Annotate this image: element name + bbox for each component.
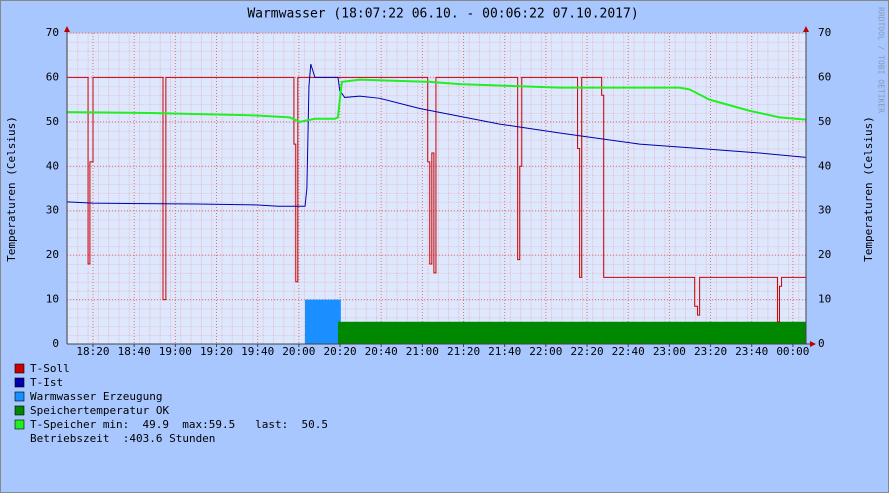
legend-label: Warmwasser Erzeugung — [30, 390, 162, 403]
legend-swatch — [14, 405, 25, 416]
y-tick-label: 50 — [46, 115, 59, 128]
x-tick-label: 22:20 — [570, 345, 603, 358]
y2-tick-label: 10 — [818, 293, 831, 306]
x-tick-label: 22:00 — [529, 345, 562, 358]
x-tick-label: 18:20 — [76, 345, 109, 358]
y-tick-label: 30 — [46, 204, 59, 217]
x-tick-label: 18:40 — [118, 345, 151, 358]
y-tick-label: 70 — [46, 26, 59, 39]
y-tick-label: 20 — [46, 248, 59, 261]
minor-grid — [67, 33, 806, 344]
x-tick-label: 21:20 — [447, 345, 480, 358]
y2-tick-label: 0 — [818, 337, 825, 350]
chart-title: Warmwasser (18:07:22 06.10. - 00:06:22 0… — [247, 7, 638, 22]
area — [337, 321, 807, 344]
legend-swatch — [14, 419, 25, 430]
y2-axis-label: Temperaturen (Celsius) — [862, 116, 875, 262]
line — [67, 63, 807, 207]
axes: 0 0 10 10 20 20 30 30 40 40 50 50 60 60 70 70 18:20 18:40… — [46, 26, 831, 358]
watermark: RRDTOOL / TOBI OETIKER — [877, 7, 886, 113]
legend-swatch — [14, 363, 25, 374]
line — [67, 76, 807, 323]
y-tick-label: 60 — [46, 70, 59, 83]
x-tick-label: 22:40 — [612, 345, 645, 358]
x-tick-label: 20:40 — [365, 345, 398, 358]
legend-swatch — [14, 391, 25, 402]
y2-tick-label: 30 — [818, 204, 831, 217]
legend-label: T-Soll — [30, 362, 70, 375]
marks — [67, 63, 807, 344]
x-tick-label: 21:00 — [406, 345, 439, 358]
y2-tick-label: 50 — [818, 115, 831, 128]
y-tick-label: 0 — [52, 337, 59, 350]
area — [305, 299, 341, 344]
y2-tick-label: 20 — [818, 248, 831, 261]
x-tick-label: 19:20 — [200, 345, 233, 358]
x-tick-label: 19:00 — [159, 345, 192, 358]
y2-tick-label: 60 — [818, 70, 831, 83]
y2-tick-label: 70 — [818, 26, 831, 39]
legend-swatch — [14, 377, 25, 388]
x-tick-label: 19:40 — [241, 345, 274, 358]
legend-stats: min: 49.9 max:59.5 last: 50.5 — [103, 418, 328, 431]
line — [67, 78, 807, 123]
x-tick-label: 23:20 — [694, 345, 727, 358]
y2-tick-label: 40 — [818, 159, 831, 172]
legend-label: T-Ist — [30, 376, 63, 389]
y-tick-label: 10 — [46, 293, 59, 306]
x-tick-label: 00:00 — [776, 345, 809, 358]
x-tick-label: 23:40 — [735, 345, 768, 358]
y-axis-label: Temperaturen (Celsius) — [5, 116, 18, 262]
legend-label: T-Speicher — [30, 418, 97, 431]
x-tick-label: 23:00 — [653, 345, 686, 358]
x-tick-label: 21:40 — [488, 345, 521, 358]
footer: Betriebszeit :403.6 Stunden — [30, 432, 215, 445]
y-tick-label: 40 — [46, 159, 59, 172]
x-tick-label: 20:00 — [282, 345, 315, 358]
legend-label: Speichertemperatur OK — [30, 404, 169, 417]
x-tick-label: 20:20 — [323, 345, 356, 358]
